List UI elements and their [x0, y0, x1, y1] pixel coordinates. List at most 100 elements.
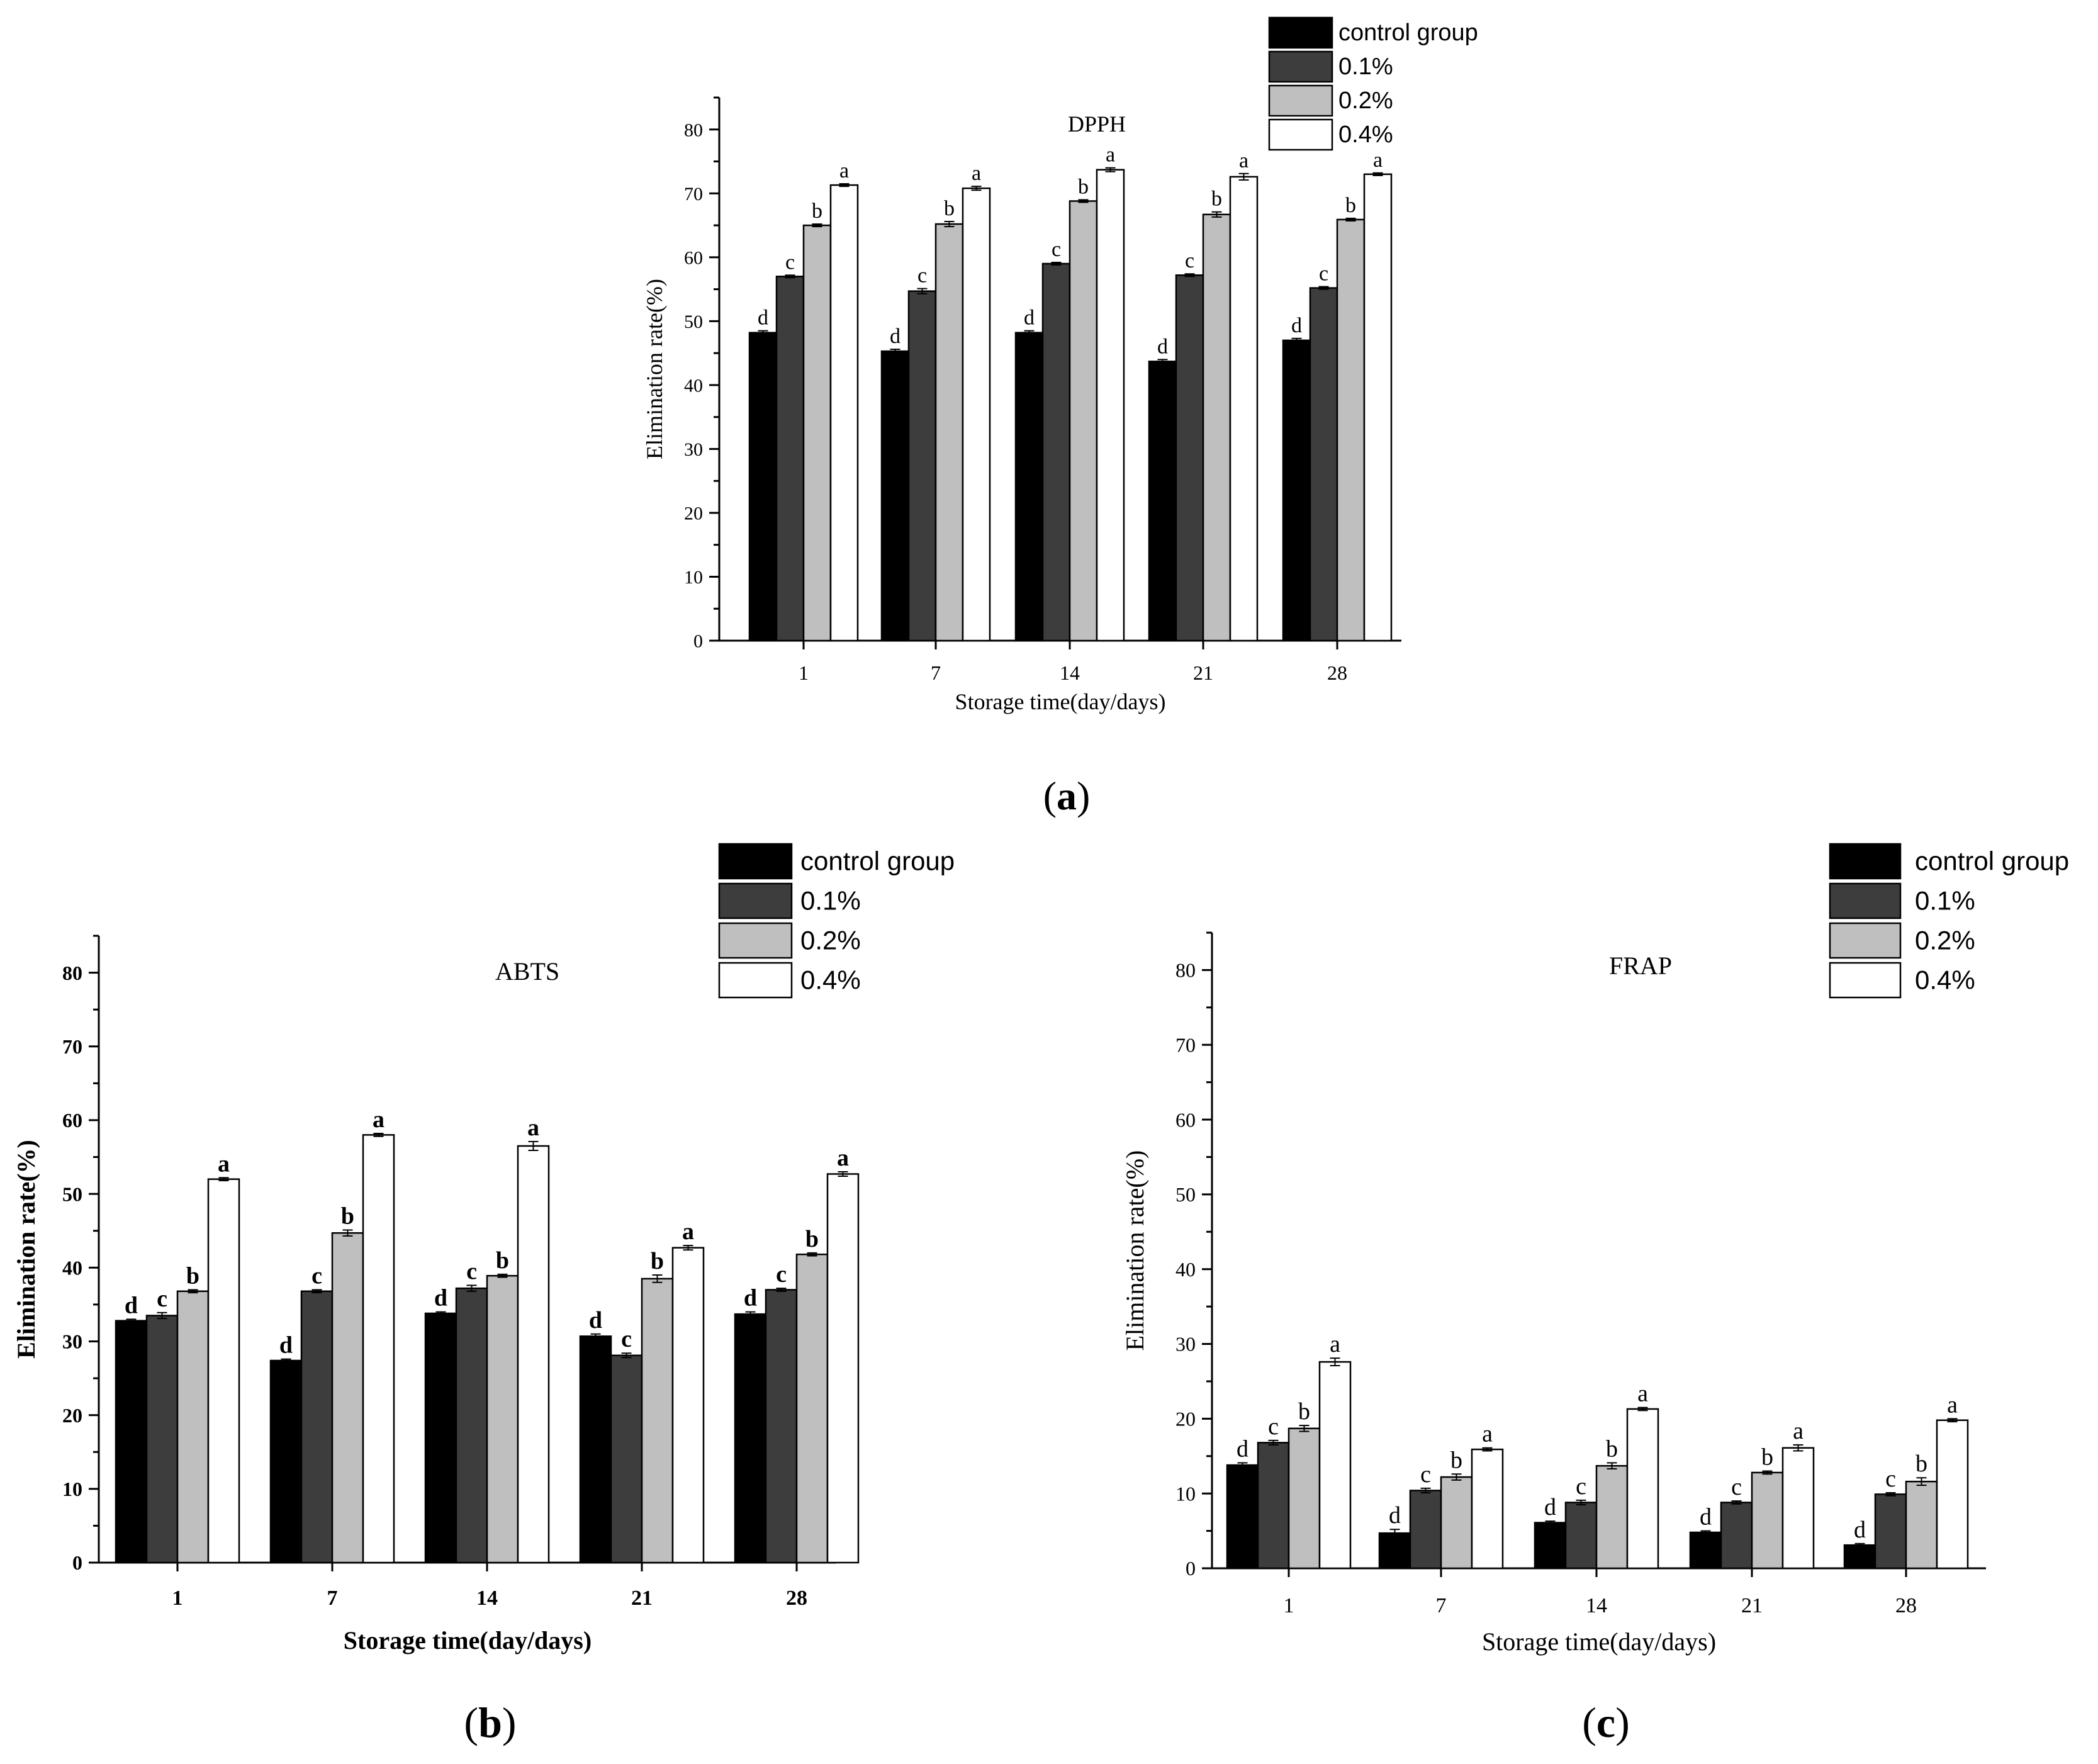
- bar: [269, 1359, 303, 1564]
- legend-swatch: [1268, 84, 1333, 117]
- bar: [765, 1289, 798, 1564]
- bar: [610, 1354, 643, 1564]
- bar: [934, 223, 964, 642]
- x-tick-label: 14: [1060, 661, 1080, 684]
- bar: [331, 1232, 364, 1564]
- significance-letter: a: [1106, 143, 1115, 167]
- bar: [1378, 1532, 1411, 1570]
- legend-swatch: [1829, 922, 1902, 959]
- significance-letter: c: [1268, 1413, 1279, 1440]
- bar: [1148, 361, 1177, 642]
- significance-letter: a: [1482, 1421, 1493, 1447]
- significance-letter: a: [1637, 1381, 1648, 1407]
- legend-label: 0.2%: [800, 925, 861, 955]
- bar: [802, 224, 832, 642]
- bar: [176, 1290, 210, 1564]
- y-tick-label: 40: [684, 375, 703, 396]
- legend-label: control group: [1915, 846, 2069, 875]
- significance-letter: b: [1916, 1451, 1927, 1477]
- significance-letter: a: [1239, 149, 1248, 172]
- bar: [1175, 274, 1204, 642]
- significance-letter: b: [1606, 1435, 1618, 1462]
- legend-swatch: [718, 962, 793, 999]
- bar: [1781, 1447, 1815, 1570]
- legend-label: control group: [800, 846, 955, 875]
- bar: [1409, 1490, 1442, 1570]
- bar: [1534, 1522, 1567, 1570]
- x-tick-label: 28: [786, 1587, 807, 1610]
- bar: [1363, 173, 1393, 642]
- bar: [641, 1278, 674, 1564]
- y-tick-label: 60: [1175, 1108, 1196, 1131]
- y-tick-label: 40: [1175, 1258, 1196, 1281]
- legend-label: 0.2%: [1338, 87, 1393, 114]
- x-tick-label: 28: [1895, 1594, 1917, 1617]
- significance-letter: c: [785, 250, 795, 274]
- bar: [362, 1134, 395, 1564]
- significance-letter: b: [805, 1226, 819, 1252]
- significance-letter: a: [972, 162, 981, 185]
- bar: [1843, 1544, 1876, 1570]
- bar: [1318, 1361, 1352, 1570]
- significance-letter: b: [341, 1203, 354, 1230]
- panel-label: (c): [1582, 1699, 1630, 1746]
- significance-letter: c: [1319, 262, 1328, 286]
- bar: [1936, 1419, 1969, 1570]
- y-tick-label: 50: [62, 1183, 82, 1205]
- bar: [1041, 262, 1071, 642]
- significance-letter: d: [1700, 1504, 1712, 1531]
- y-tick-label: 70: [684, 184, 703, 205]
- y-axis-label: Elimination rate(%): [1121, 1150, 1149, 1351]
- bar: [1595, 1464, 1629, 1570]
- significance-letter: c: [621, 1326, 632, 1352]
- bar: [880, 350, 910, 642]
- bar: [1720, 1502, 1753, 1570]
- significance-letter: c: [776, 1261, 787, 1288]
- legend-label: 0.2%: [1915, 925, 1975, 955]
- significance-letter: a: [373, 1106, 384, 1133]
- y-tick-label: 30: [684, 439, 703, 460]
- x-tick-label: 1: [172, 1587, 183, 1610]
- y-tick-label: 0: [72, 1551, 82, 1574]
- bar: [748, 332, 778, 642]
- legend-swatch: [1829, 843, 1902, 880]
- legend-label: 0.4%: [800, 965, 861, 994]
- bar: [1626, 1408, 1659, 1570]
- chart-title: ABTS: [495, 957, 559, 986]
- significance-letter: a: [218, 1150, 230, 1177]
- significance-letter: c: [1185, 249, 1194, 272]
- bar: [1287, 1427, 1321, 1570]
- bar: [300, 1290, 334, 1564]
- x-tick-label: 14: [1586, 1594, 1607, 1617]
- bar: [115, 1320, 148, 1564]
- significance-letter: d: [1854, 1517, 1866, 1543]
- legend-label: 0.4%: [1915, 965, 1975, 994]
- significance-letter: b: [812, 199, 822, 223]
- significance-letter: b: [1761, 1444, 1773, 1471]
- significance-letter: c: [1885, 1466, 1896, 1492]
- significance-letter: c: [1576, 1473, 1586, 1500]
- significance-letter: c: [311, 1262, 322, 1289]
- bar: [145, 1315, 179, 1564]
- panel-label: (b): [464, 1699, 516, 1746]
- legend-swatch: [718, 843, 793, 880]
- bar: [795, 1253, 829, 1564]
- y-tick-label: 60: [684, 247, 703, 268]
- bar: [1874, 1493, 1907, 1570]
- y-tick-label: 80: [684, 120, 703, 140]
- significance-letter: d: [1157, 335, 1168, 358]
- y-tick-label: 40: [62, 1256, 82, 1279]
- significance-letter: d: [1237, 1435, 1248, 1462]
- legend: control group 0.1% 0.2% 0.4%: [1829, 843, 2069, 999]
- significance-letter: b: [651, 1248, 664, 1274]
- y-tick-label: 0: [1186, 1557, 1196, 1580]
- y-tick-label: 30: [1175, 1333, 1196, 1356]
- significance-letter: c: [917, 264, 927, 288]
- significance-letter: c: [157, 1286, 167, 1312]
- bar: [775, 276, 805, 642]
- y-tick-label: 70: [62, 1035, 82, 1058]
- bar: [207, 1178, 240, 1564]
- x-tick-label: 1: [1284, 1594, 1294, 1617]
- bar: [907, 290, 937, 642]
- y-tick-label: 10: [62, 1478, 82, 1500]
